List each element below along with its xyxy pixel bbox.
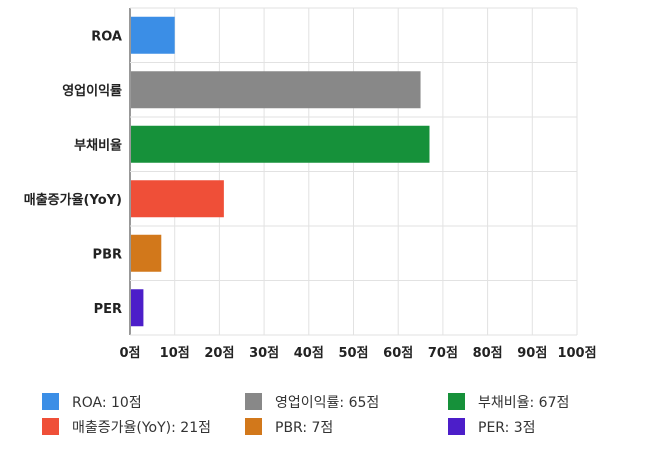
x-tick-label-layer: 0점 10점 20점 30점 40점 50점 60점 70점 80점 90점 100점 xyxy=(119,346,596,361)
legend-label: 부채비율: 67점 xyxy=(478,395,569,411)
legend-label: 영업이익률: 65점 xyxy=(275,395,379,411)
x-tick-label: 80점 xyxy=(473,346,503,361)
bar xyxy=(131,289,144,327)
x-tick-label: 40점 xyxy=(294,346,324,361)
category-label: ROA xyxy=(91,29,122,44)
category-label: 매출증가율(YoY) xyxy=(24,192,122,208)
category-label: 부채비율 xyxy=(74,137,122,153)
x-tick-label: 100점 xyxy=(557,346,596,361)
category-label: PER xyxy=(94,302,122,317)
legend-swatch xyxy=(42,418,59,435)
x-tick-label: 30점 xyxy=(249,346,279,361)
x-tick-label: 0점 xyxy=(119,346,140,361)
legend-label: PBR: 7점 xyxy=(275,420,333,436)
legend-label: ROA: 10점 xyxy=(72,395,142,411)
legend-swatch xyxy=(245,393,262,410)
bar xyxy=(131,125,430,163)
legend-swatch xyxy=(448,418,465,435)
legend-label: 매출증가율(YoY): 21점 xyxy=(72,420,211,436)
bar-layer xyxy=(131,16,430,327)
x-tick-label: 20점 xyxy=(204,346,234,361)
bar xyxy=(131,16,175,54)
x-tick-label: 60점 xyxy=(383,346,413,361)
x-tick-label: 10점 xyxy=(160,346,190,361)
legend-swatch xyxy=(448,393,465,410)
category-label: PBR xyxy=(93,247,122,262)
x-tick-label: 70점 xyxy=(428,346,458,361)
bar xyxy=(131,71,421,109)
category-label: 영업이익률 xyxy=(62,83,122,99)
grid-layer xyxy=(129,7,578,336)
x-tick-label: 90점 xyxy=(517,346,547,361)
x-tick-label: 50점 xyxy=(338,346,368,361)
legend-swatch xyxy=(42,393,59,410)
legend-label: PER: 3점 xyxy=(478,420,536,436)
bar xyxy=(131,234,162,272)
legend-swatch xyxy=(245,418,262,435)
bar xyxy=(131,180,224,218)
